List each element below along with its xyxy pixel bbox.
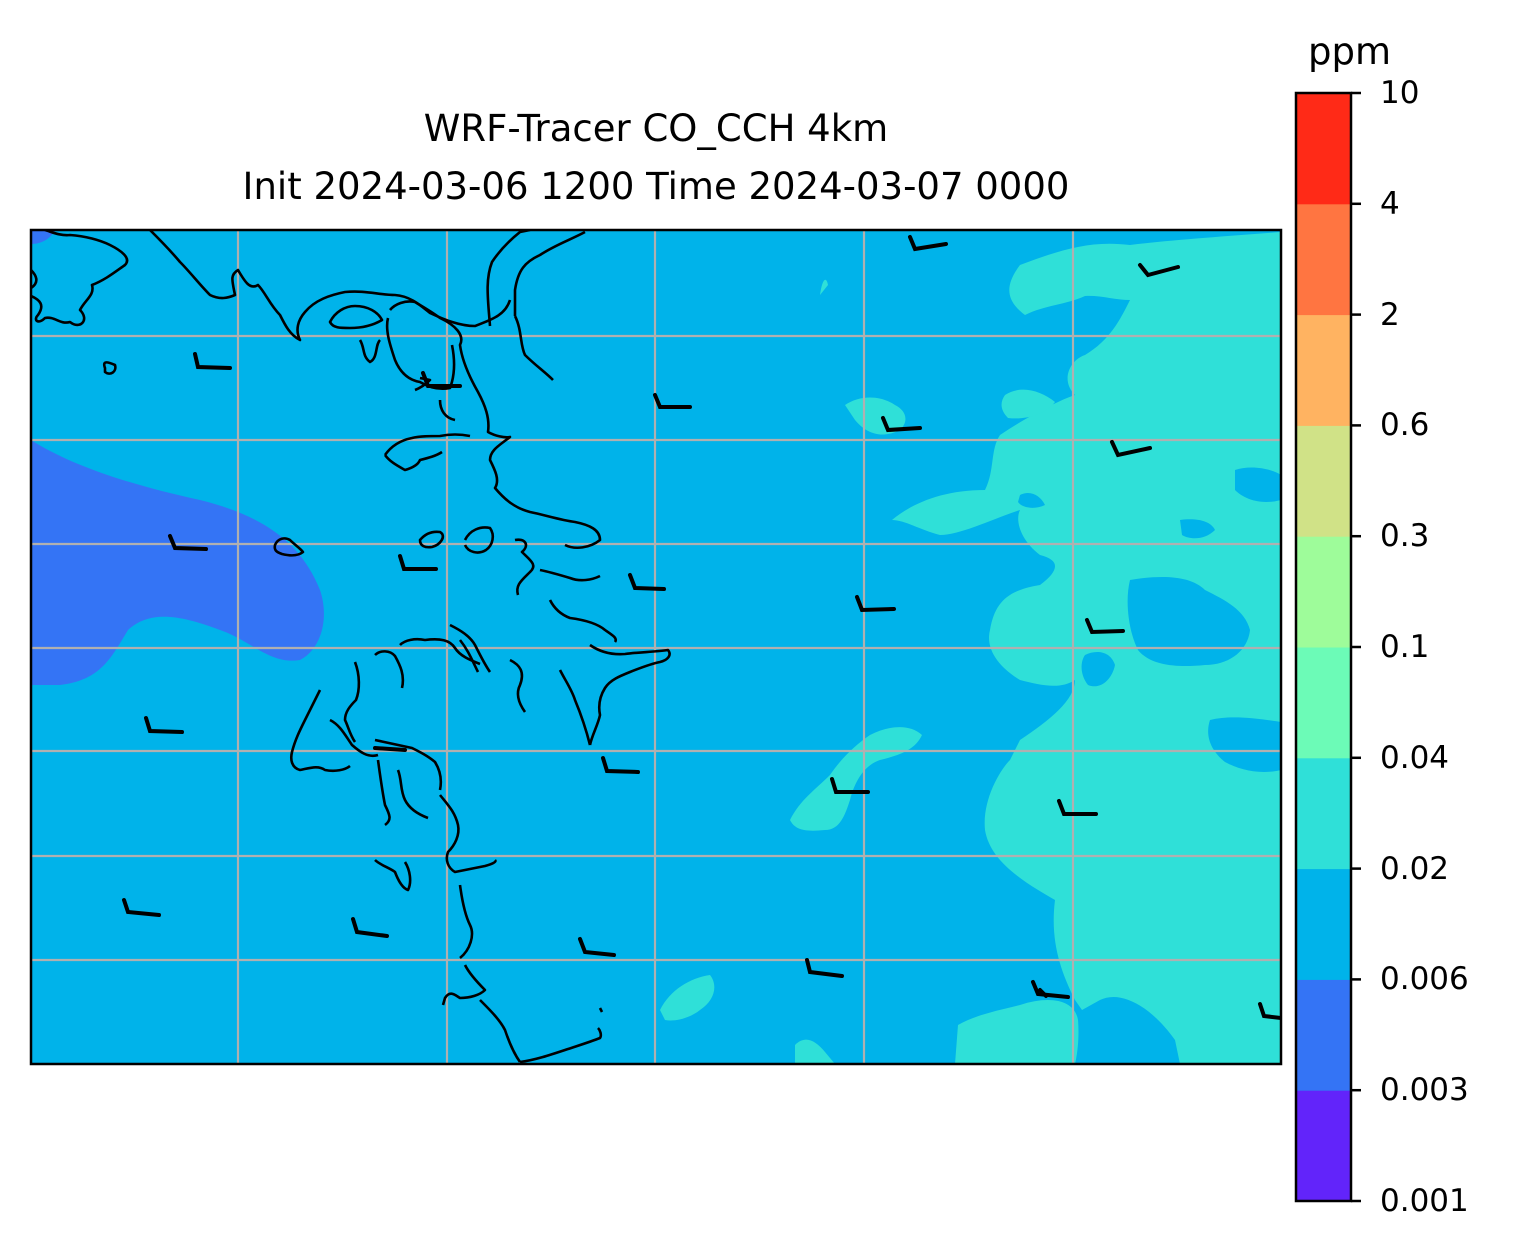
colorbar-tick-label: 0.1 [1380, 629, 1430, 665]
wind-barb [908, 235, 948, 252]
colorbar-tick-label: 0.3 [1380, 518, 1430, 555]
wind-barb [193, 352, 232, 370]
colorbar-band [1296, 979, 1351, 1091]
colorbar-band [1296, 868, 1351, 980]
colorbar-band [1296, 536, 1351, 648]
wind-barb [1085, 618, 1125, 635]
wind-barb [1138, 263, 1180, 278]
wind-barb [421, 371, 462, 388]
wind-barb [601, 756, 640, 774]
wind-barb [1057, 799, 1098, 816]
colorbar-band [1296, 93, 1351, 205]
colorbar-tick-label: 0.003 [1380, 1072, 1469, 1109]
wind-barb [578, 937, 616, 957]
colorbar-tick-label: 2 [1380, 296, 1400, 333]
wind-barb [653, 393, 692, 409]
colorbar-frame [1294, 91, 1353, 1203]
wind-barb [351, 917, 389, 938]
colorbar-tick-label: 0.006 [1380, 961, 1469, 998]
colorbar-tick-label: 0.02 [1380, 850, 1450, 887]
wind-barb [805, 958, 844, 978]
colorbar-band [1296, 314, 1351, 426]
map-gridlines [31, 230, 1281, 1064]
colorbar-band [1296, 647, 1351, 759]
colorbar-band [1296, 1090, 1351, 1202]
wind-barbs [122, 235, 1281, 1020]
colorbar-unit-label: ppm [1308, 30, 1392, 73]
wind-barb [1258, 1002, 1281, 1020]
colorbar-band [1296, 203, 1351, 316]
wind-barb [830, 777, 870, 794]
wind-barb [1031, 980, 1070, 999]
map-panel [31, 230, 1281, 1064]
low-concentration-corner [31, 230, 55, 244]
wind-barb [373, 746, 407, 752]
wind-barb [628, 573, 666, 591]
colorbar-band [1296, 757, 1351, 870]
wind-barb [881, 416, 922, 433]
coastlines [31, 230, 671, 1064]
map-frame [29, 228, 1283, 1066]
wind-barb [855, 595, 896, 613]
wind-barb [1038, 988, 1048, 998]
colorbar [1296, 91, 1361, 1203]
colorbar-band [1296, 425, 1351, 537]
chart-title-line-2: Init 2024-03-06 1200 Time 2024-03-07 000… [242, 165, 1070, 208]
wind-barb [398, 554, 438, 571]
colorbar-tick-label: 0.001 [1380, 1183, 1469, 1219]
chart-title-line-1: WRF-Tracer CO_CCH 4km [423, 107, 889, 150]
colorbar-tick-label: 0.04 [1380, 739, 1450, 776]
background-pockets [1018, 467, 1281, 773]
wind-barb [168, 534, 208, 551]
wind-barb [144, 716, 184, 734]
colorbar-tick-label: 10 [1380, 75, 1420, 111]
wind-barb [1110, 440, 1152, 458]
colorbar-tick-label: 4 [1380, 185, 1400, 222]
wind-barb [122, 898, 161, 917]
colorbar-tick-label: 0.6 [1380, 407, 1430, 444]
low-concentration-region [31, 440, 324, 685]
